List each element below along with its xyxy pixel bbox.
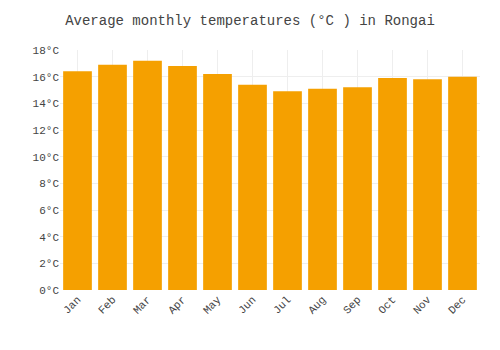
svg-text:10°C: 10°C: [33, 152, 60, 164]
svg-text:May: May: [201, 294, 224, 317]
svg-text:4°C: 4°C: [39, 232, 59, 244]
svg-text:Jul: Jul: [271, 294, 293, 316]
svg-text:2°C: 2°C: [39, 258, 59, 270]
svg-text:Oct: Oct: [376, 294, 398, 316]
svg-text:18°C: 18°C: [33, 45, 60, 57]
svg-text:Jun: Jun: [236, 294, 258, 316]
svg-text:Average monthly temperatures (: Average monthly temperatures (°C ) in Ro…: [65, 13, 435, 29]
svg-text:Nov: Nov: [411, 294, 434, 317]
svg-text:Dec: Dec: [446, 294, 468, 316]
svg-text:16°C: 16°C: [33, 72, 60, 84]
svg-text:Sep: Sep: [341, 294, 363, 316]
svg-text:0°C: 0°C: [39, 285, 59, 297]
svg-text:6°C: 6°C: [39, 205, 59, 217]
svg-text:Mar: Mar: [131, 294, 153, 316]
svg-text:14°C: 14°C: [33, 98, 60, 110]
svg-text:Aug: Aug: [306, 294, 328, 316]
svg-text:Jan: Jan: [61, 294, 83, 316]
svg-text:Feb: Feb: [96, 294, 118, 316]
svg-text:12°C: 12°C: [33, 125, 60, 137]
svg-text:8°C: 8°C: [39, 178, 59, 190]
svg-text:Apr: Apr: [166, 294, 188, 316]
